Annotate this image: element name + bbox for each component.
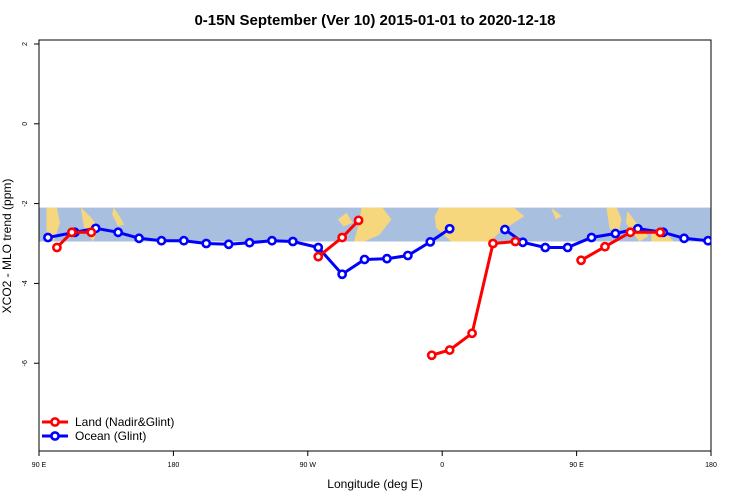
ocean-data-point xyxy=(610,228,621,239)
series-layer xyxy=(43,215,711,361)
land-data-point xyxy=(337,232,348,243)
land-mass xyxy=(434,207,525,242)
chart-title: 0-15N September (Ver 10) 2015-01-01 to 2… xyxy=(194,12,555,29)
x-tick-label: 90 E xyxy=(32,462,47,469)
land-data-point xyxy=(576,255,586,266)
ocean-data-point xyxy=(244,237,255,248)
land-data-point xyxy=(625,227,636,238)
land-data-point xyxy=(467,328,477,339)
y-tick-label: -6 xyxy=(22,360,29,366)
ocean-data-point xyxy=(134,233,144,244)
land-series-line xyxy=(431,240,516,357)
x-tick-label: 180 xyxy=(705,462,717,469)
land-mass xyxy=(354,207,392,242)
land-mass xyxy=(337,212,353,227)
land-legend-label: Land (Nadir&Glint) xyxy=(75,415,174,429)
x-tick-label: 90 W xyxy=(300,462,317,469)
ocean-series-line xyxy=(504,227,709,249)
y-axis: 2 0 -2 -4 -6 xyxy=(22,42,39,366)
ocean-data-point xyxy=(113,227,124,238)
ocean-data-point xyxy=(287,236,298,247)
ocean-data-point xyxy=(359,254,370,265)
ocean-data-point xyxy=(586,232,597,243)
x-axis: 90 E 180 90 W 0 90 E 180 xyxy=(32,451,717,469)
ocean-data-point xyxy=(267,235,277,246)
y-tick-label: -4 xyxy=(22,280,29,286)
ocean-data-point xyxy=(540,242,551,253)
land-data-point xyxy=(600,241,610,252)
land-data-point xyxy=(313,251,324,262)
ocean-data-point xyxy=(156,235,167,246)
ocean-data-point xyxy=(517,237,528,248)
ocean-data-point xyxy=(444,223,455,234)
land-data-point xyxy=(426,350,437,361)
legend: Land (Nadir&Glint)Ocean (Glint) xyxy=(42,415,174,443)
y-tick-label: 0 xyxy=(22,122,29,126)
land-mass xyxy=(551,207,562,220)
ocean-legend-marker xyxy=(50,431,60,441)
land-legend-marker xyxy=(50,417,60,427)
land-data-point xyxy=(444,345,455,355)
land-data-point xyxy=(52,242,62,253)
land-data-point xyxy=(86,227,97,238)
ocean-data-point xyxy=(679,233,690,244)
y-tick-label: -2 xyxy=(22,200,29,206)
ocean-legend-label: Ocean (Glint) xyxy=(75,429,146,443)
land-data-point xyxy=(353,215,364,226)
ocean-data-point xyxy=(178,235,189,246)
ocean-data-point xyxy=(703,235,711,246)
ocean-data-point xyxy=(562,242,573,253)
x-tick-label: 0 xyxy=(440,462,444,469)
land-data-point xyxy=(488,238,498,249)
ocean-data-point xyxy=(402,250,413,261)
land-series-line xyxy=(580,230,661,262)
plot-frame xyxy=(38,39,712,452)
ocean-data-point xyxy=(425,237,436,247)
y-tick-label: 2 xyxy=(22,42,29,46)
land-data-point xyxy=(510,236,521,247)
ocean-data-point xyxy=(43,232,53,243)
ocean-data-point xyxy=(201,238,212,249)
ocean-data-point xyxy=(382,253,392,264)
ocean-data-point xyxy=(223,239,234,250)
ocean-data-point xyxy=(313,242,324,253)
x-tick-label: 180 xyxy=(168,462,180,469)
ocean-data-point xyxy=(500,224,510,235)
land-mass xyxy=(112,207,125,227)
land-data-point xyxy=(66,227,77,238)
x-tick-label: 90 E xyxy=(569,462,584,469)
land-data-point xyxy=(655,227,666,238)
y-axis-label: XCO2 - MLO trend (ppm) xyxy=(0,179,14,314)
ocean-data-point xyxy=(337,269,348,280)
x-axis-label: Longitude (deg E) xyxy=(327,477,422,491)
